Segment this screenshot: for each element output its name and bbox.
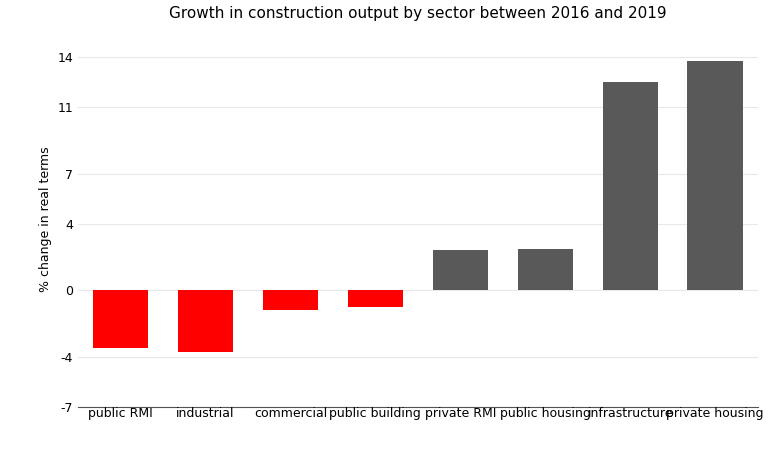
Bar <box>603 82 658 290</box>
Text: industrial: industrial <box>177 407 235 419</box>
Y-axis label: % change in real terms: % change in real terms <box>39 146 52 292</box>
Text: infrastructure: infrastructure <box>587 407 673 419</box>
Text: public building: public building <box>330 407 421 419</box>
Bar <box>178 290 233 352</box>
Text: public housing: public housing <box>500 407 590 419</box>
Text: private RMI: private RMI <box>425 407 496 419</box>
Bar <box>263 290 318 310</box>
Text: commercial: commercial <box>254 407 327 419</box>
Bar <box>348 290 403 307</box>
Bar <box>433 250 488 290</box>
Text: private housing: private housing <box>666 407 764 419</box>
Text: public RMI: public RMI <box>88 407 153 419</box>
Title: Growth in construction output by sector between 2016 and 2019: Growth in construction output by sector … <box>169 6 667 21</box>
Bar <box>518 249 572 290</box>
Bar <box>93 290 148 348</box>
Bar <box>687 61 743 290</box>
